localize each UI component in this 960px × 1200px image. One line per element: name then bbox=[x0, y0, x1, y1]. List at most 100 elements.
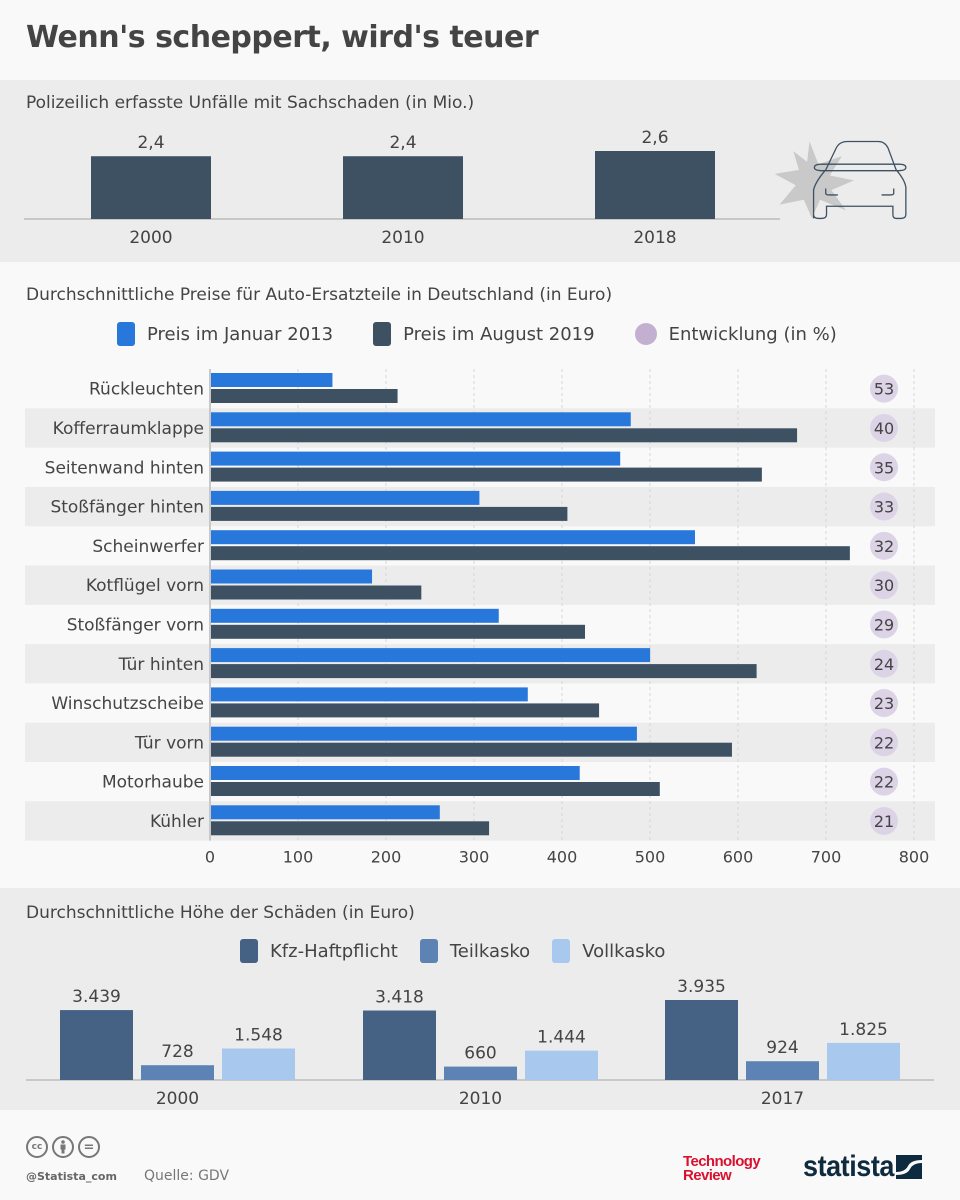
damages-chart: 3.439 728 1.548 2000 3.418 660 1.444 2010 3.935 9… bbox=[26, 977, 934, 1109]
bar-2013 bbox=[211, 569, 373, 584]
x-tick-label: 400 bbox=[547, 848, 578, 867]
accident-value-label: 2,4 bbox=[137, 133, 164, 153]
change-bubble bbox=[870, 806, 898, 835]
technology-review-logo: Technology Review bbox=[683, 1153, 761, 1184]
bar-2019 bbox=[211, 703, 600, 718]
change-bubble bbox=[870, 649, 898, 678]
damage-bar bbox=[665, 1000, 738, 1080]
parts-subtitle: Durchschnittliche Preise für Auto-Ersatz… bbox=[26, 285, 613, 305]
accident-year-label: 2000 bbox=[129, 228, 172, 248]
bar-2013 bbox=[211, 608, 499, 623]
accident-bar bbox=[91, 156, 211, 219]
damage-bar bbox=[525, 1050, 598, 1080]
part-label: Kofferraumklappe bbox=[53, 419, 204, 439]
damage-value-label: 660 bbox=[464, 1044, 496, 1064]
change-bubble bbox=[870, 413, 898, 442]
x-tick-label: 800 bbox=[899, 848, 930, 867]
bar-2013 bbox=[211, 451, 621, 466]
damage-bar bbox=[444, 1066, 517, 1080]
cc-icon[interactable]: cc bbox=[26, 1136, 48, 1158]
part-label: Stoßfänger hinten bbox=[50, 498, 204, 518]
statista-logo-text: statista bbox=[803, 1150, 894, 1183]
change-bubble bbox=[870, 374, 898, 403]
damages-subtitle: Durchschnittliche Höhe der Schäden (in E… bbox=[26, 903, 415, 923]
x-tick-label: 200 bbox=[371, 848, 402, 867]
bar-2019 bbox=[211, 428, 798, 443]
legend-item-2013: Preis im Januar 2013 bbox=[117, 322, 333, 346]
bar-2013 bbox=[211, 766, 580, 780]
part-label: Stoßfänger vorn bbox=[67, 615, 204, 635]
statista-handle[interactable]: @Statista_com bbox=[26, 1170, 117, 1183]
tr-logo-line2: Review bbox=[683, 1167, 732, 1184]
bar-2019 bbox=[211, 506, 568, 521]
damage-bar bbox=[60, 1010, 133, 1080]
row-band bbox=[25, 565, 935, 605]
car-crash-icon bbox=[774, 140, 907, 220]
nd-icon[interactable]: = bbox=[78, 1136, 100, 1158]
change-label: 21 bbox=[874, 812, 894, 831]
license-icons: cc = bbox=[26, 1136, 100, 1158]
change-label: 30 bbox=[874, 576, 894, 595]
legend-item-kfz: Kfz-Haftpflicht bbox=[240, 939, 398, 963]
x-tick-label: 700 bbox=[811, 848, 842, 867]
damage-year-label: 2017 bbox=[761, 1089, 804, 1109]
x-tick-label: 0 bbox=[205, 848, 215, 867]
part-label: Motorhaube bbox=[102, 773, 204, 793]
part-label: Kotflügel vorn bbox=[86, 576, 204, 596]
damage-value-label: 3.418 bbox=[375, 988, 424, 1008]
legend-label-kfz: Kfz-Haftpflicht bbox=[270, 940, 398, 962]
legend-item-voll: Vollkasko bbox=[552, 939, 665, 963]
change-bubble bbox=[870, 689, 898, 718]
legend-swatch-2019 bbox=[373, 322, 392, 346]
tr-logo-line1: Technology bbox=[683, 1153, 761, 1170]
legend-label-2019: Preis im August 2019 bbox=[403, 323, 595, 345]
damage-bar bbox=[827, 1042, 900, 1080]
bar-2013 bbox=[211, 648, 651, 663]
change-bubble bbox=[870, 492, 898, 521]
change-label: 23 bbox=[874, 694, 894, 713]
damage-bar bbox=[746, 1061, 819, 1080]
legend-swatch-voll bbox=[552, 939, 571, 963]
damage-year-label: 2010 bbox=[459, 1089, 502, 1109]
bar-2013 bbox=[211, 373, 333, 387]
statista-logo: statista bbox=[803, 1150, 923, 1184]
change-bubble bbox=[870, 571, 898, 600]
bar-2013 bbox=[211, 530, 695, 545]
part-label: Kühler bbox=[150, 812, 204, 832]
damage-bar bbox=[363, 1010, 436, 1080]
change-label: 29 bbox=[874, 615, 894, 634]
damage-value-label: 728 bbox=[161, 1042, 193, 1062]
parts-price-chart: 0 100 200 300 400 500 600 700 800 Rückleuchten 53 K… bbox=[25, 369, 935, 867]
accident-bar bbox=[343, 156, 463, 219]
part-label: Tür vorn bbox=[134, 733, 204, 753]
change-bubble bbox=[870, 610, 898, 639]
part-label: Seitenwand hinten bbox=[45, 458, 204, 478]
part-label: Rückleuchten bbox=[89, 380, 204, 400]
bar-2019 bbox=[211, 664, 757, 679]
bar-2013 bbox=[211, 490, 480, 505]
accident-year-label: 2010 bbox=[381, 228, 424, 248]
damage-value-label: 3.439 bbox=[72, 987, 121, 1007]
change-label: 35 bbox=[874, 458, 894, 477]
change-label: 40 bbox=[874, 419, 894, 438]
change-bubble bbox=[870, 767, 898, 796]
accident-value-label: 2,6 bbox=[641, 128, 668, 148]
damage-value-label: 1.444 bbox=[537, 1028, 586, 1048]
accident-value-label: 2,4 bbox=[389, 133, 416, 153]
accident-bar bbox=[595, 151, 715, 219]
legend-label-voll: Vollkasko bbox=[582, 940, 666, 962]
part-label: Winschutzscheibe bbox=[51, 694, 204, 714]
accidents-chart: 2,4 2000 2,4 2010 2,6 2018 bbox=[24, 128, 780, 248]
legend-swatch-2013 bbox=[117, 322, 135, 346]
legend-dot-change bbox=[634, 323, 657, 345]
damage-value-label: 3.935 bbox=[677, 977, 726, 997]
change-label: 22 bbox=[874, 733, 894, 752]
x-tick-label: 300 bbox=[459, 848, 490, 867]
damage-bar bbox=[222, 1048, 295, 1080]
legend-label-teil: Teilkasko bbox=[449, 940, 531, 962]
bar-2019 bbox=[211, 821, 490, 836]
bar-2019 bbox=[211, 585, 422, 600]
legend-swatch-teil bbox=[419, 939, 438, 963]
change-label: 22 bbox=[874, 773, 894, 792]
by-icon[interactable] bbox=[52, 1136, 74, 1158]
